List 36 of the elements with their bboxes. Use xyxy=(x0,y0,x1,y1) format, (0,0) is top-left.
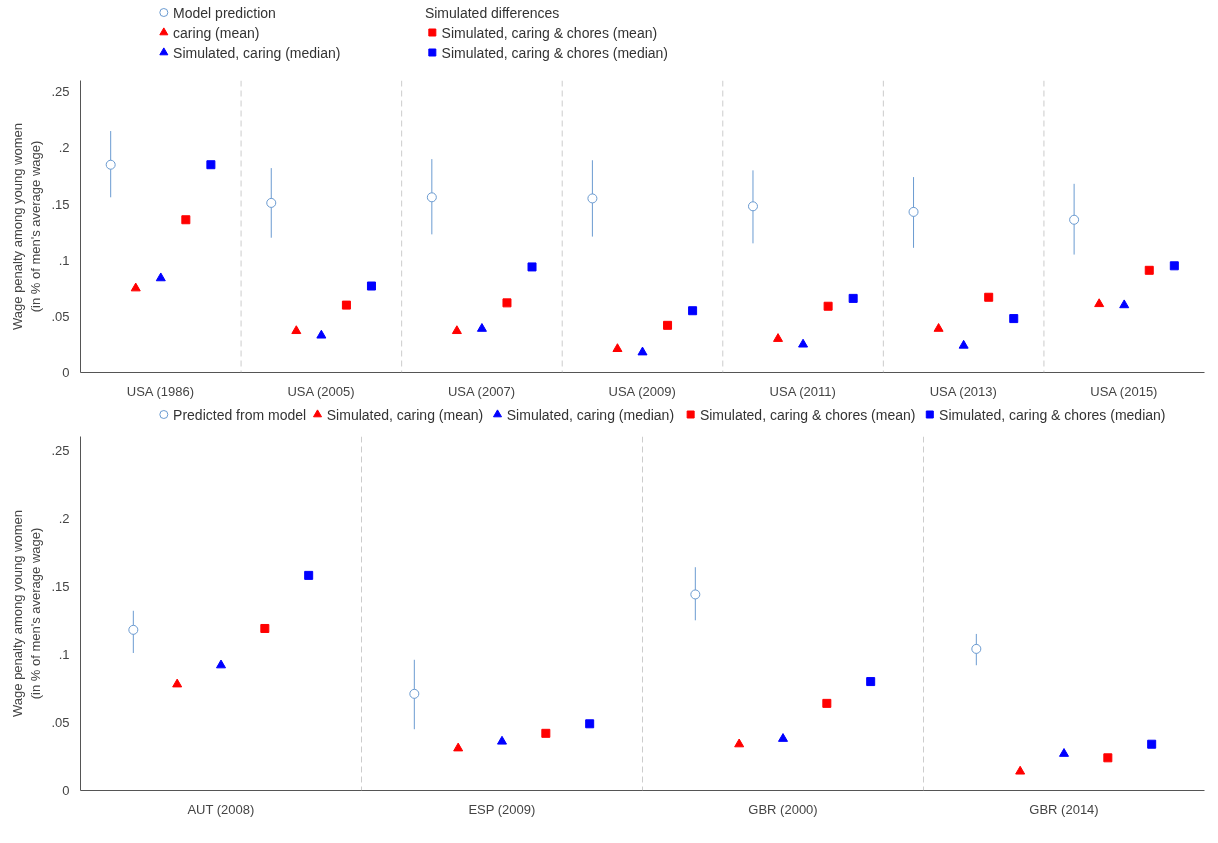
y-axis-title: Wage penalty among young women (in % of men's average wage) xyxy=(10,123,44,330)
x-tick-label: USA (1986) xyxy=(126,383,195,399)
y-tick-label: .2 xyxy=(58,140,70,156)
legend-label: Simulated, caring (median) xyxy=(506,406,675,423)
legend-label: Simulated, caring & chores (median) xyxy=(939,406,1166,423)
y-tick-label: .25 xyxy=(51,442,70,458)
y-tick-label: .1 xyxy=(58,252,70,268)
y-tick-label: 0 xyxy=(62,365,70,380)
legend-label: Predicted from model xyxy=(173,406,307,423)
legend-label: Simulated, caring & chores (mean) xyxy=(699,406,916,423)
x-tick-label: ESP (2009) xyxy=(468,801,536,817)
x-tick-label: GBR (2014) xyxy=(1029,801,1099,817)
x-tick-label: USA (2013) xyxy=(929,383,997,399)
legend-label: Simulated, caring & chores (mean) xyxy=(441,24,658,41)
y-tick-label: .05 xyxy=(51,714,70,730)
legend-label: Model prediction xyxy=(173,4,276,21)
y-tick-label: .1 xyxy=(58,646,70,662)
legend-title: Simulated differences xyxy=(424,4,560,21)
x-tick-label: GBR (2000) xyxy=(748,801,818,817)
legend-label: Simulated, caring & chores (median) xyxy=(441,44,669,61)
y-tick-label: .15 xyxy=(51,578,70,594)
y-tick-label: .2 xyxy=(58,510,70,526)
y-tick-label: 0 xyxy=(62,783,70,798)
x-tick-label: USA (2009) xyxy=(608,383,676,399)
x-tick-label: USA (2005) xyxy=(287,383,355,399)
y-tick-label: .05 xyxy=(51,308,70,324)
y-axis-title: Wage penalty among young women (in % of men's average wage) xyxy=(10,510,44,717)
x-tick-label: USA (2007) xyxy=(447,383,516,399)
y-tick-label: .15 xyxy=(51,196,70,212)
legend-label: caring (mean) xyxy=(173,24,260,41)
x-tick-label: USA (2011) xyxy=(769,383,836,399)
x-tick-label: AUT (2008) xyxy=(187,801,255,817)
y-tick-label: .25 xyxy=(51,84,70,100)
legend-label: Simulated, caring (median) xyxy=(173,44,341,61)
legend-label: Simulated, caring (mean) xyxy=(326,406,484,423)
x-tick-label: USA (2015) xyxy=(1090,383,1158,399)
